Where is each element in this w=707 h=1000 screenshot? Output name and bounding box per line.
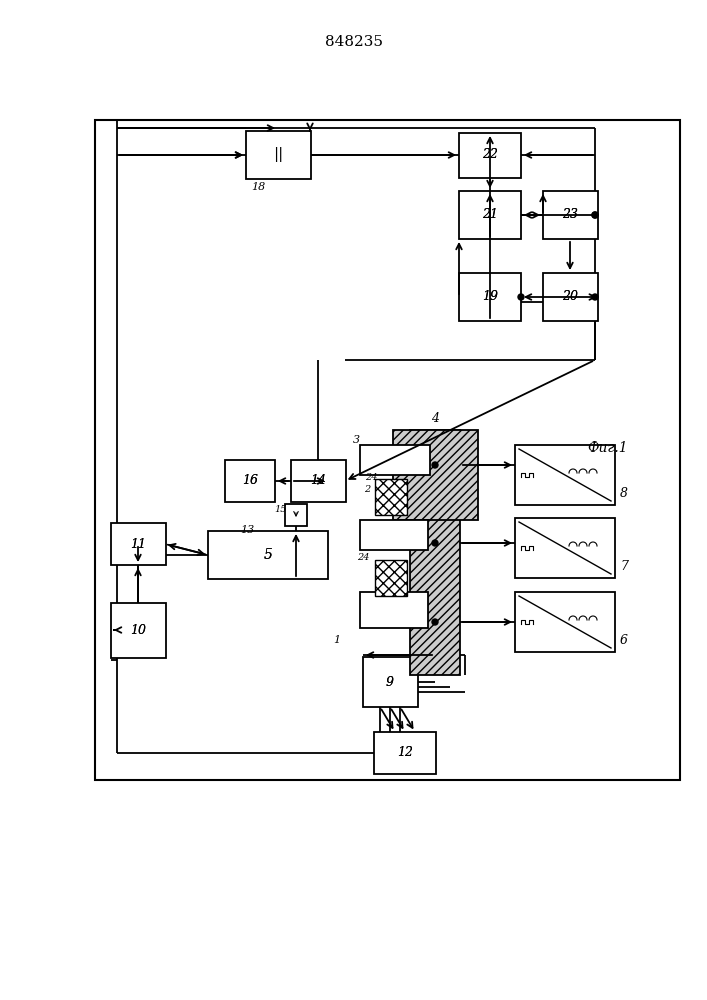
Text: 9: 9 xyxy=(386,676,394,688)
Bar xyxy=(360,520,428,550)
Circle shape xyxy=(432,619,438,625)
Circle shape xyxy=(518,294,524,300)
Text: 20: 20 xyxy=(562,290,578,304)
Text: 22: 22 xyxy=(482,148,498,161)
Text: 22: 22 xyxy=(482,148,498,161)
Text: 21: 21 xyxy=(482,209,498,222)
Text: 1: 1 xyxy=(333,635,340,645)
Text: 6: 6 xyxy=(620,634,628,647)
Circle shape xyxy=(432,540,438,546)
Bar xyxy=(285,504,307,526)
Text: 18: 18 xyxy=(251,182,265,192)
Bar xyxy=(363,657,418,707)
Bar xyxy=(515,518,615,578)
Text: 23: 23 xyxy=(562,209,578,222)
Text: 24: 24 xyxy=(358,554,370,562)
Text: 24: 24 xyxy=(366,473,378,482)
Bar xyxy=(542,191,597,239)
Text: 11: 11 xyxy=(130,538,146,550)
Bar xyxy=(392,430,477,520)
Text: 16: 16 xyxy=(242,475,258,488)
Text: 19: 19 xyxy=(482,290,498,304)
Text: 13: 13 xyxy=(240,525,255,535)
Text: 14: 14 xyxy=(310,475,326,488)
Bar xyxy=(208,531,328,579)
Text: 12: 12 xyxy=(397,746,413,760)
Bar xyxy=(110,602,165,658)
Bar xyxy=(515,592,615,652)
Text: 5: 5 xyxy=(264,548,272,562)
Text: 11: 11 xyxy=(130,538,146,550)
Text: 3: 3 xyxy=(353,435,360,445)
Text: 5: 5 xyxy=(264,548,272,562)
Text: 848235: 848235 xyxy=(325,35,383,49)
Text: 10: 10 xyxy=(130,624,146,637)
Bar xyxy=(459,273,521,321)
Bar xyxy=(245,131,310,179)
Bar xyxy=(110,523,165,565)
Text: 12: 12 xyxy=(397,746,413,760)
Circle shape xyxy=(432,462,438,468)
Text: 9: 9 xyxy=(386,676,394,688)
Bar xyxy=(375,560,407,596)
Text: 4: 4 xyxy=(431,412,439,424)
Bar xyxy=(374,732,436,774)
Text: 8: 8 xyxy=(620,487,628,500)
Text: 20: 20 xyxy=(562,290,578,304)
Text: 16: 16 xyxy=(242,475,258,488)
Text: 10: 10 xyxy=(130,624,146,637)
Bar xyxy=(410,430,460,675)
Bar xyxy=(459,191,521,239)
Bar xyxy=(515,445,615,505)
Circle shape xyxy=(592,212,598,218)
Bar xyxy=(375,479,407,515)
Circle shape xyxy=(592,294,598,300)
Text: Фиг.1: Фиг.1 xyxy=(588,441,628,455)
Text: 7: 7 xyxy=(620,560,628,573)
Text: 19: 19 xyxy=(482,290,498,304)
Text: 2: 2 xyxy=(363,485,370,493)
Circle shape xyxy=(592,212,598,218)
Text: ||: || xyxy=(273,147,283,162)
Text: 23: 23 xyxy=(562,209,578,222)
Bar xyxy=(95,120,680,780)
Bar xyxy=(225,460,275,502)
Bar xyxy=(291,460,346,502)
Text: 21: 21 xyxy=(482,209,498,222)
Bar xyxy=(459,132,521,178)
Text: 15: 15 xyxy=(275,506,287,514)
Bar xyxy=(360,445,430,475)
Bar xyxy=(542,273,597,321)
Text: 14: 14 xyxy=(310,475,326,488)
Bar xyxy=(360,592,428,628)
